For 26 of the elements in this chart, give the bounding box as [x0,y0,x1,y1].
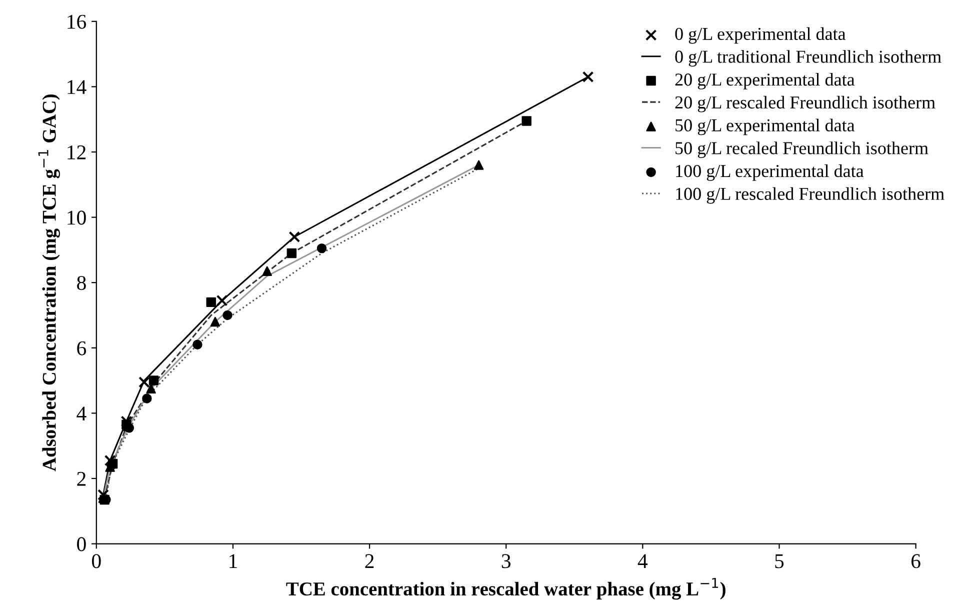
x-tick-label: 5 [775,554,784,568]
y-tick-label: 0 [77,537,86,552]
y-tick-label: 8 [77,276,86,290]
x-tick-label: 0 [92,554,101,568]
legend-label: 0 g/L experimental data [675,27,846,44]
y-tick-label: 4 [76,406,86,420]
legend-label: 100 g/L experimental data [676,164,864,181]
y-tick-label: 2 [77,472,86,486]
legend-label: 50 g/L recaled Freundlich isotherm [676,142,928,158]
x-tick-label: 4 [638,554,648,568]
y-tick-label: 6 [77,341,86,356]
y-tick-label: 14 [68,80,86,94]
x-tick-label: 6 [911,554,920,568]
legend-label: 50 g/L experimental data [676,118,855,136]
legend-label: 20 g/L rescaled Freundlich isotherm [675,96,936,112]
y-tick-label: 10 [68,210,86,225]
y-axis-title: Adsorbed Concentration (mg TCE g$^{−1}$ GAC) [38,94,60,472]
x-tick-label: 2 [365,554,374,568]
legend-label: 20 g/L experimental data [675,73,855,90]
x-axis-title: TCE concentration in rescaled water phase (mg L$^{−1}$) [286,578,726,600]
legend-label: 100 g/L rescaled Freundlich isotherm [676,187,944,204]
y-tick-label: 16 [68,14,86,29]
x-tick-label: 3 [502,554,510,568]
legend-label: 0 g/L traditional Freundlich isotherm [675,50,942,67]
x-tick-label: 1 [230,554,237,568]
y-tick-label: 12 [68,145,86,160]
